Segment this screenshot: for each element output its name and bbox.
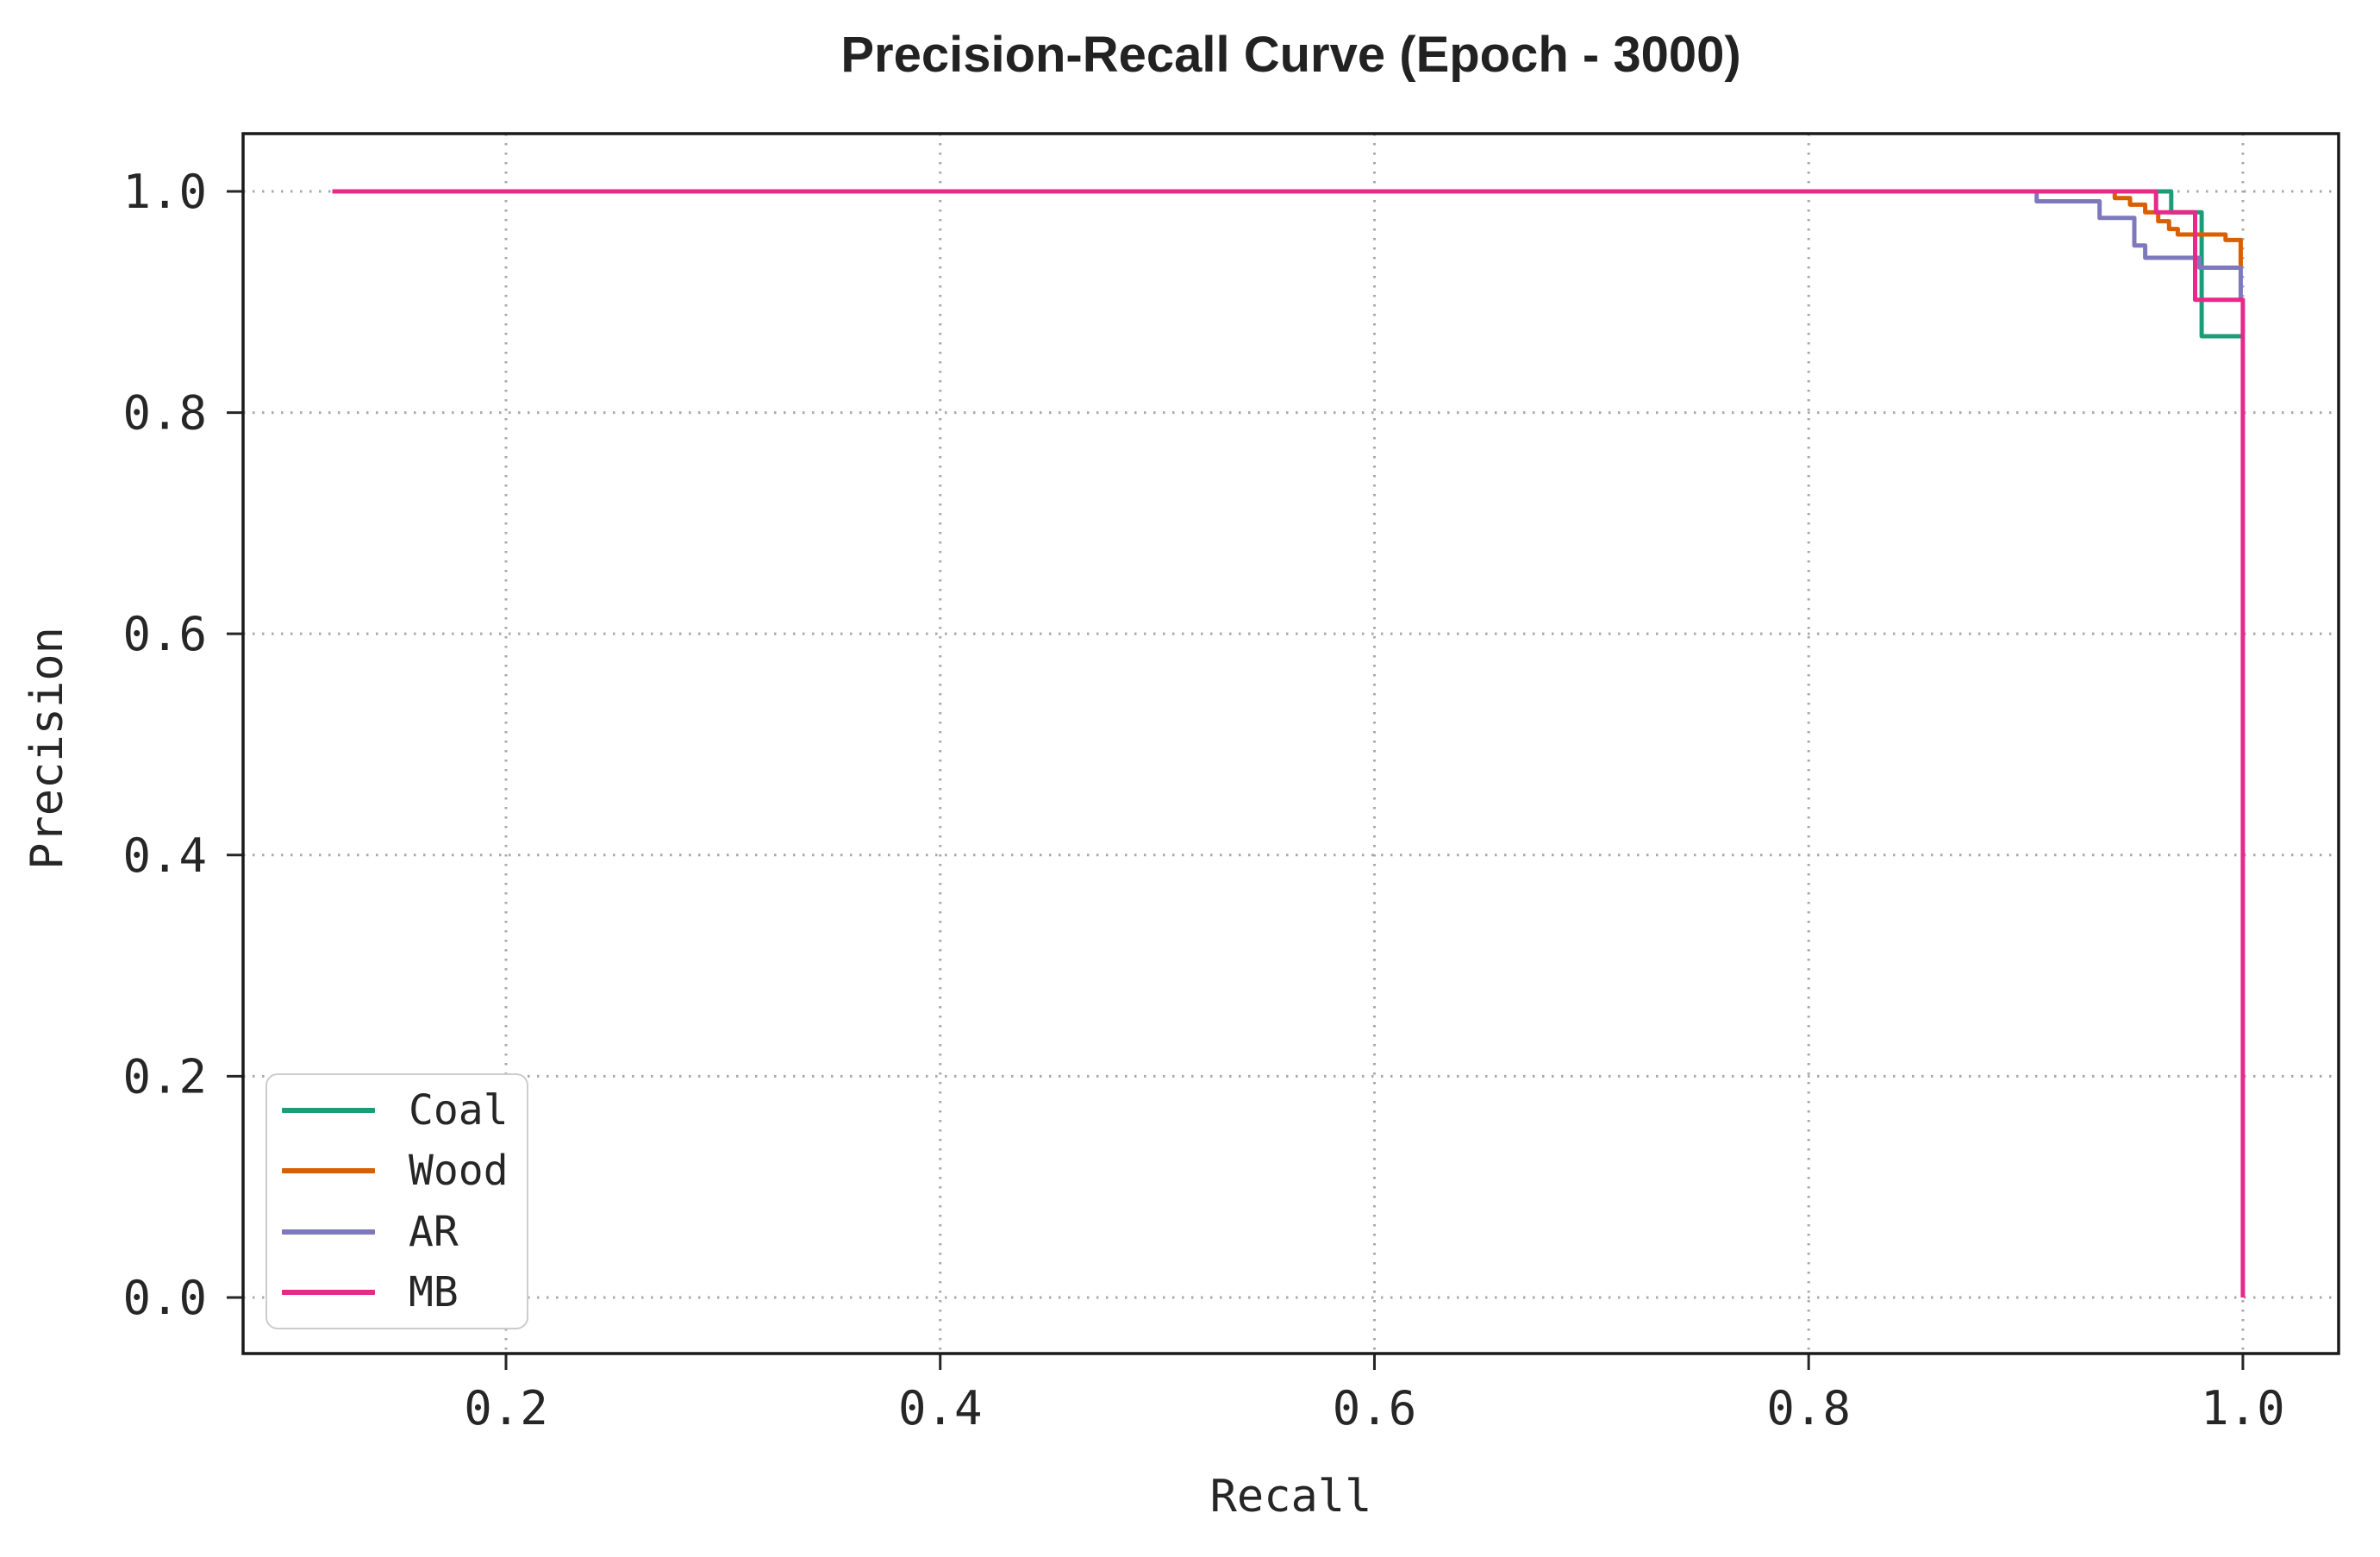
y-tick-label: 0.6 — [122, 607, 207, 661]
plot-border — [241, 132, 2340, 1355]
legend-label: Wood — [409, 1147, 509, 1196]
x-tick-label: 0.8 — [1766, 1381, 1851, 1435]
x-tick-label: 0.4 — [898, 1381, 983, 1435]
curve-coal — [389, 189, 2243, 339]
curve-ar — [389, 189, 2243, 300]
curve-wood — [389, 189, 2243, 267]
legend-swatch-mb — [282, 1289, 375, 1295]
curve-mb — [332, 189, 2246, 1298]
legend-item-ar: AR — [282, 1202, 527, 1262]
y-tick-label: 1.0 — [122, 165, 207, 219]
x-axis-label: Recall — [1209, 1471, 1372, 1523]
legend-item-coal: Coal — [282, 1080, 527, 1141]
x-tick-label: 0.6 — [1333, 1381, 1417, 1435]
y-axis-label: Precision — [22, 627, 73, 870]
legend-swatch-ar — [282, 1229, 375, 1235]
chart-title: Precision-Recall Curve (Epoch - 3000) — [840, 27, 1741, 83]
legend-swatch-coal — [282, 1108, 375, 1114]
legend-item-wood: Wood — [282, 1141, 527, 1201]
y-tick-label: 0.8 — [122, 386, 207, 441]
x-tick-label: 1.0 — [2201, 1381, 2285, 1435]
legend-box: Coal Wood AR MB — [265, 1073, 528, 1329]
legend-swatch-wood — [282, 1168, 375, 1174]
legend-label: MB — [409, 1267, 459, 1316]
x-tick-label: 0.2 — [464, 1381, 548, 1435]
legend-item-mb: MB — [282, 1262, 527, 1323]
legend-label: Coal — [409, 1086, 509, 1135]
y-tick-label: 0.2 — [122, 1049, 207, 1104]
legend-label: AR — [409, 1207, 459, 1256]
y-tick-label: 0.4 — [122, 829, 207, 883]
y-tick-label: 0.0 — [122, 1271, 207, 1325]
